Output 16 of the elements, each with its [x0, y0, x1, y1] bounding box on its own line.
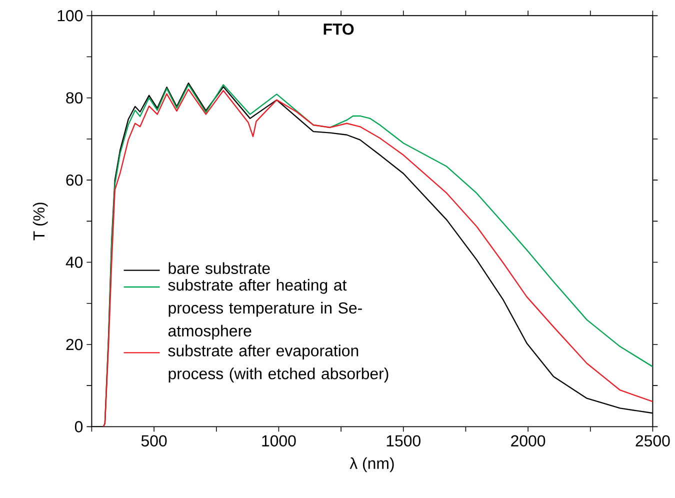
x-axis-title: λ (nm) [350, 457, 394, 472]
legend-label: substrate after evaporation process (with etched absorber) [168, 344, 388, 382]
y-tick-label: 40 [66, 256, 83, 268]
y-tick-label: 0 [74, 421, 83, 432]
x-tick-label: 2000 [511, 435, 546, 446]
y-tick-label: 80 [66, 92, 83, 104]
legend-label: bare substrate [168, 262, 270, 274]
y-tick-label: 60 [66, 174, 83, 186]
x-tick-label: 500 [141, 435, 167, 446]
x-tick-label: 2500 [636, 435, 670, 446]
chart-title: FTO [324, 24, 354, 35]
y-tick-label: 20 [66, 338, 83, 350]
x-tick-label: 1000 [262, 435, 296, 446]
x-tick-label: 1500 [386, 435, 420, 446]
y-tick-label: 100 [58, 10, 83, 22]
y-axis-title: T (%) [32, 202, 48, 240]
